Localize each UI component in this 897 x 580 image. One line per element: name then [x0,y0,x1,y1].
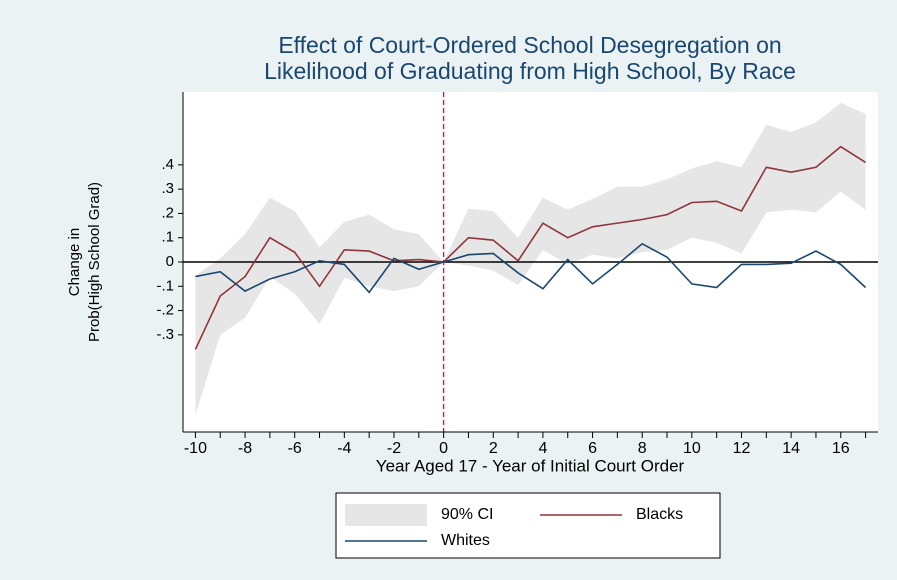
y-tick-label: .2 [161,204,174,221]
y-tick-label: .1 [161,229,174,246]
y-tick-label: 0 [166,253,174,270]
line [195,242,867,294]
ci-band [195,102,866,415]
x-tick-label: 16 [832,440,850,457]
x-tick-label: 12 [733,440,751,457]
x-tick-label: -2 [387,440,401,457]
y-tick-label: -.3 [156,326,174,343]
x-tick-label: 2 [489,440,498,457]
x-tick-label: 10 [683,440,701,457]
y-tick-label: -.1 [156,277,174,294]
x-tick-label: 0 [439,440,448,457]
y-axis-title: Prob(High School Grad) [86,182,103,342]
y-tick-label: -.2 [156,302,174,319]
y-tick-label: .4 [161,156,174,173]
x-tick-label: -10 [184,440,207,457]
legend-swatch [345,504,427,526]
x-axis-title: Year Aged 17 - Year of Initial Court Ord… [376,456,685,475]
legend-label: Blacks [636,506,683,523]
x-tick-label: -6 [288,440,302,457]
y-tick-label: .3 [161,180,174,197]
line [194,145,867,350]
x-tick-label: 6 [588,440,597,457]
legend-label: 90% CI [441,506,493,523]
chart-title: Effect of Court-Ordered School Desegrega… [278,32,781,58]
y-axis-title: Change in [66,228,83,296]
x-tick-label: -4 [337,440,351,457]
x-tick-label: 14 [782,440,800,457]
chart-title: Likelihood of Graduating from High Schoo… [264,58,796,84]
x-tick-label: -8 [238,440,252,457]
legend-label: Whites [441,532,490,549]
x-tick-label: 4 [538,440,547,457]
x-tick-label: 8 [638,440,647,457]
